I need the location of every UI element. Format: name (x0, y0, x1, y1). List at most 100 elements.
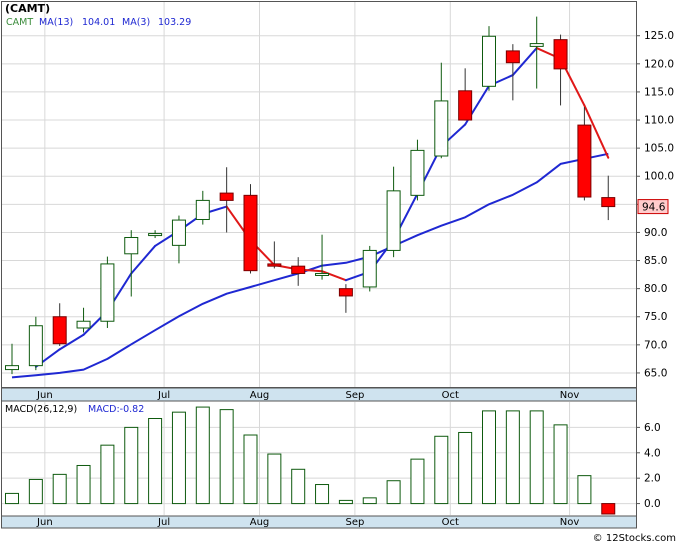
macd-bar (267, 453, 282, 505)
macd-bar (410, 458, 425, 505)
macd-bar (505, 410, 520, 505)
candle-body-down (291, 265, 306, 274)
candle-body-down (553, 39, 568, 70)
price-x-tick-label: Aug (250, 390, 270, 401)
candle (243, 184, 258, 274)
candle (5, 343, 19, 375)
candle-body-up (386, 190, 401, 251)
candle (338, 284, 353, 313)
price-x-axis: Jun Jul Aug Sep Oct Nov (36, 390, 579, 401)
price-y-tick-label: 120.0 (644, 58, 674, 70)
price-x-tick-label: Jul (157, 390, 170, 401)
legend-ma3-label: MA(3) (122, 17, 150, 28)
candle (171, 215, 186, 264)
candle (267, 241, 282, 269)
macd-bar (124, 426, 139, 505)
candle-body-up (434, 100, 449, 157)
price-y-tick-label: 100.0 (644, 171, 674, 183)
price-x-tick-label: Jun (36, 390, 53, 401)
chart-title: (CAMT) (5, 2, 50, 15)
candle (124, 230, 139, 297)
ma3-line-segment (58, 333, 85, 351)
ma3-line-segment (583, 104, 610, 159)
footer-credit: © 12Stocks.com (593, 533, 676, 544)
price-x-tick-label: Oct (442, 390, 459, 401)
macd-x-tick-label: Sep (345, 517, 364, 528)
price-y-axis: 65.070.075.080.085.090.095.0100.0105.011… (636, 30, 674, 379)
macd-bar (171, 411, 186, 505)
candle-body-down (267, 263, 282, 267)
candle-body-up (482, 35, 496, 87)
candle (386, 166, 401, 258)
legend-ma3-value: 103.29 (158, 17, 191, 28)
candle-body-up (76, 320, 91, 329)
macd-bar (315, 484, 330, 505)
price-y-tick-label: 75.0 (644, 311, 667, 323)
macd-y-axis: 0.0 2.0 4.0 6.0 (636, 422, 661, 510)
candle-body-down (338, 288, 353, 297)
macd-x-tick-label: Aug (250, 517, 270, 528)
candle (315, 234, 330, 280)
candle (148, 230, 163, 239)
candle-body-up (5, 365, 19, 371)
macd-bar (195, 406, 210, 505)
macd-bar (100, 444, 115, 505)
candle (28, 316, 43, 371)
macd-x-tick-label: Jul (157, 517, 170, 528)
ma3-line-segment (511, 47, 538, 77)
macd-bar (482, 410, 496, 505)
candle-body-down (458, 90, 473, 121)
candle-body-up (171, 219, 186, 246)
candle-body-up (124, 236, 139, 255)
candle-body-up (315, 272, 330, 276)
candle (577, 107, 592, 201)
price-y-tick-label: 110.0 (644, 115, 674, 127)
macd-y-tick-label: 6.0 (644, 422, 661, 434)
candle-body-up (100, 263, 115, 322)
macd-x-tick-label: Nov (560, 517, 580, 528)
candle-body-up (410, 149, 425, 196)
price-y-tick-label: 90.0 (644, 227, 667, 239)
macd-x-axis-band (1, 515, 637, 529)
macd-bar (577, 475, 592, 505)
macd-bar (148, 418, 163, 505)
candle-body-up (529, 43, 544, 47)
candle (553, 34, 568, 106)
macd-bars-layer (5, 406, 616, 515)
price-y-tick-label: 70.0 (644, 339, 667, 351)
price-x-tick-label: Nov (560, 390, 580, 401)
macd-bar (529, 410, 544, 505)
candle (434, 62, 449, 159)
candle (76, 307, 91, 333)
candle-body-down (219, 192, 234, 201)
macd-bar (458, 431, 473, 505)
candle-body-up (28, 325, 43, 367)
price-y-tick-label: 125.0 (644, 30, 674, 42)
macd-y-tick-label: 4.0 (644, 447, 661, 459)
candle (410, 139, 425, 201)
macd-x-axis: Jun Jul Aug Sep Oct Nov (36, 517, 579, 528)
candle-body-up (195, 199, 210, 221)
macd-bar (5, 492, 19, 505)
macd-bar (28, 478, 43, 505)
macd-title: MACD(26,12,9) (5, 404, 77, 415)
candle (362, 245, 377, 292)
macd-y-tick-label: 0.0 (644, 498, 661, 510)
candle-body-up (148, 233, 163, 237)
candle (601, 175, 616, 221)
macd-bar (76, 464, 91, 505)
candle (219, 167, 234, 233)
ma3-line-segment (321, 270, 347, 282)
macd-bar (553, 424, 568, 505)
legend-ma13-label: MA(13) (39, 17, 73, 28)
price-y-tick-label: 115.0 (644, 86, 674, 98)
candle-body-down (577, 124, 592, 198)
macd-bar (362, 497, 377, 505)
macd-bar (386, 480, 401, 505)
candle (100, 256, 115, 328)
macd-bar (219, 409, 234, 505)
macd-value-label: MACD:-0.82 (88, 404, 144, 415)
candle (458, 68, 473, 121)
price-panel-frame (1, 1, 637, 388)
